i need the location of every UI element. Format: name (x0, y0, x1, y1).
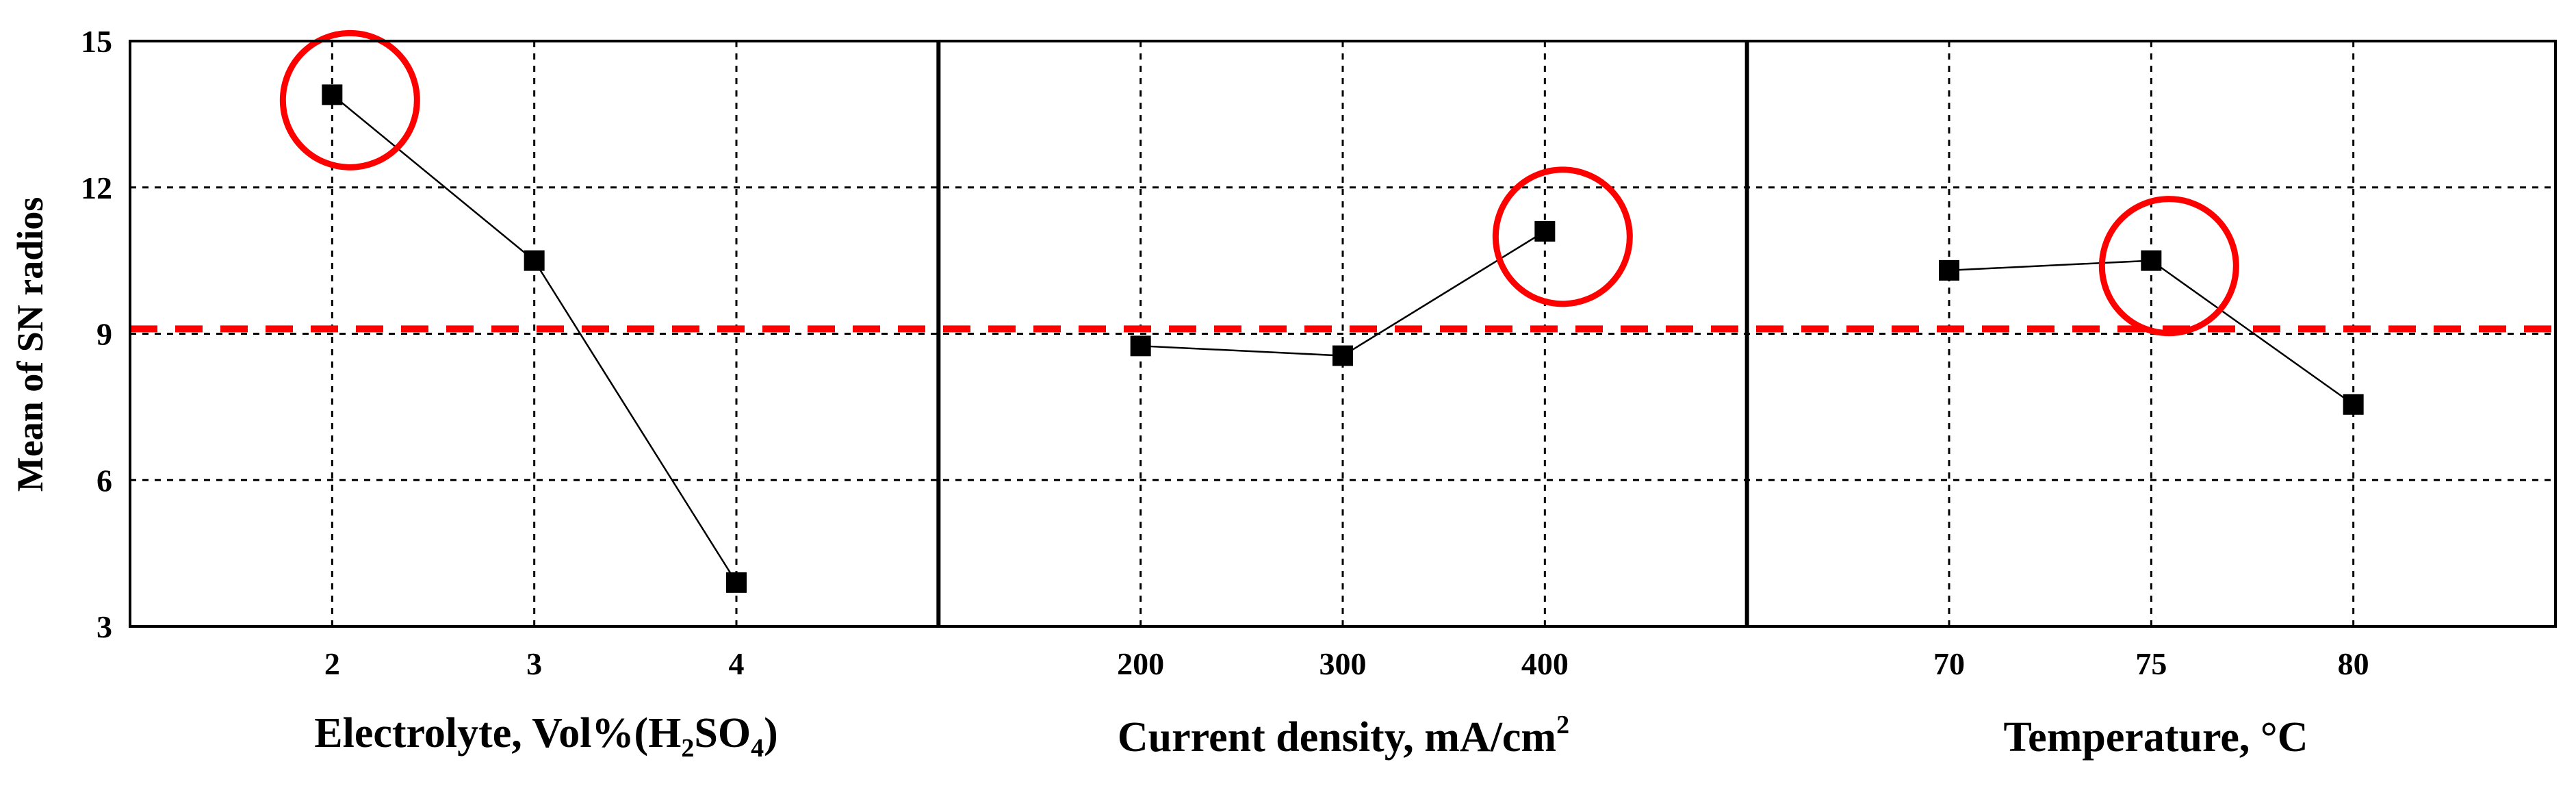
plot-frame (129, 40, 2557, 628)
x-tick-label: 400 (1521, 646, 1569, 681)
y-tick-label: 3 (96, 609, 112, 644)
data-point (2343, 394, 2364, 415)
x-axis-title-temperature: Temperature, °C (2004, 714, 2308, 761)
data-point (322, 84, 343, 105)
x-tick-label: 4 (729, 646, 745, 681)
highlight-circle (279, 29, 420, 170)
x-tick-label: 200 (1117, 646, 1164, 681)
y-tick-label: 9 (96, 317, 112, 352)
series-group (279, 29, 2364, 593)
grid-lines (130, 41, 2555, 626)
data-point (1130, 335, 1151, 357)
y-tick-label: 15 (81, 24, 112, 59)
plot-border (129, 40, 2557, 628)
x-tick-label: 300 (1319, 646, 1367, 681)
x-tick-label: 80 (2338, 646, 2369, 681)
highlight-circle (2098, 196, 2239, 337)
data-point (1332, 345, 1353, 366)
x-tick-label: 2 (324, 646, 340, 681)
data-point (2141, 250, 2162, 271)
data-point (524, 250, 545, 271)
y-tick-label: 12 (81, 170, 112, 205)
x-tick-label: 70 (1933, 646, 1965, 681)
data-point (1939, 259, 1959, 281)
data-point (1534, 220, 1556, 242)
highlight-circle (1492, 166, 1633, 307)
y-tick-labels: 3 6 9 12 15 (81, 24, 112, 644)
x-axis-title-current-density: Current density, mA/cm2 (1118, 711, 1569, 761)
x-tick-label: 75 (2135, 646, 2167, 681)
y-axis-title: Mean of SN radios (10, 197, 51, 492)
y-tick-label: 6 (96, 463, 112, 498)
x-tick-label: 3 (526, 646, 542, 681)
data-point (726, 572, 747, 593)
x-tick-labels: 2 3 4 200 300 400 70 75 80 (324, 646, 2369, 681)
x-axis-title-electrolyte: Electrolyte, Vol%(H2SO4) (314, 710, 778, 763)
